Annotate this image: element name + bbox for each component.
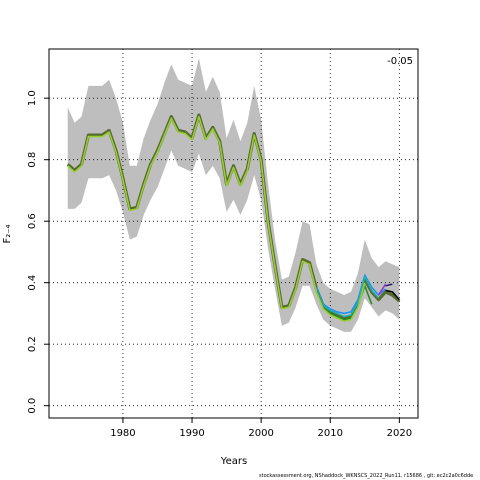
- x-tick-label: 2020: [387, 428, 412, 439]
- confidence-band: [67, 58, 400, 332]
- x-tick-label: 2010: [318, 428, 343, 439]
- series-line-3: [315, 275, 380, 318]
- series-line-6: [377, 283, 387, 296]
- x-tick-label: 1980: [110, 428, 135, 439]
- x-tick-label: 2000: [248, 428, 273, 439]
- y-tick-label: 0.4: [27, 275, 38, 291]
- series-lines: [66, 113, 401, 322]
- y-tick-label: 0.0: [27, 398, 38, 414]
- x-axis: 1980 1990 2000 2010 2020: [110, 418, 412, 439]
- y-tick-label: 0.6: [27, 213, 38, 229]
- series-line-5: [385, 283, 393, 287]
- x-tick-label: 1990: [179, 428, 204, 439]
- y-axis: 0.0 0.2 0.4 0.6 0.8 1.0: [27, 90, 49, 414]
- y-tick-label: 0.8: [27, 152, 38, 168]
- y-tick-label: 0.2: [27, 336, 38, 352]
- grid: [49, 49, 418, 418]
- confidence-band-area: [67, 58, 400, 332]
- series-line-7: [67, 115, 366, 322]
- source-footer: stockassessment.org, NShaddock_WKNSCS_20…: [259, 473, 474, 479]
- corner-annotation: -0.05: [387, 56, 413, 67]
- plot-frame: [48, 48, 419, 419]
- x-axis-label: Years: [220, 456, 247, 467]
- y-axis-label: F₂₋₄: [2, 224, 13, 243]
- series-line-2: [315, 274, 386, 315]
- series-line-1: [385, 289, 400, 301]
- y-tick-label: 1.0: [27, 90, 38, 106]
